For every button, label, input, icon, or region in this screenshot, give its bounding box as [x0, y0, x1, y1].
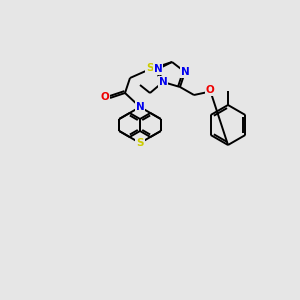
Text: N: N [136, 102, 144, 112]
Text: N: N [181, 67, 189, 77]
Text: N: N [159, 77, 167, 87]
Text: N: N [154, 64, 162, 74]
Text: O: O [100, 92, 109, 102]
Text: S: S [136, 138, 144, 148]
Text: S: S [146, 63, 154, 73]
Text: O: O [206, 85, 214, 95]
